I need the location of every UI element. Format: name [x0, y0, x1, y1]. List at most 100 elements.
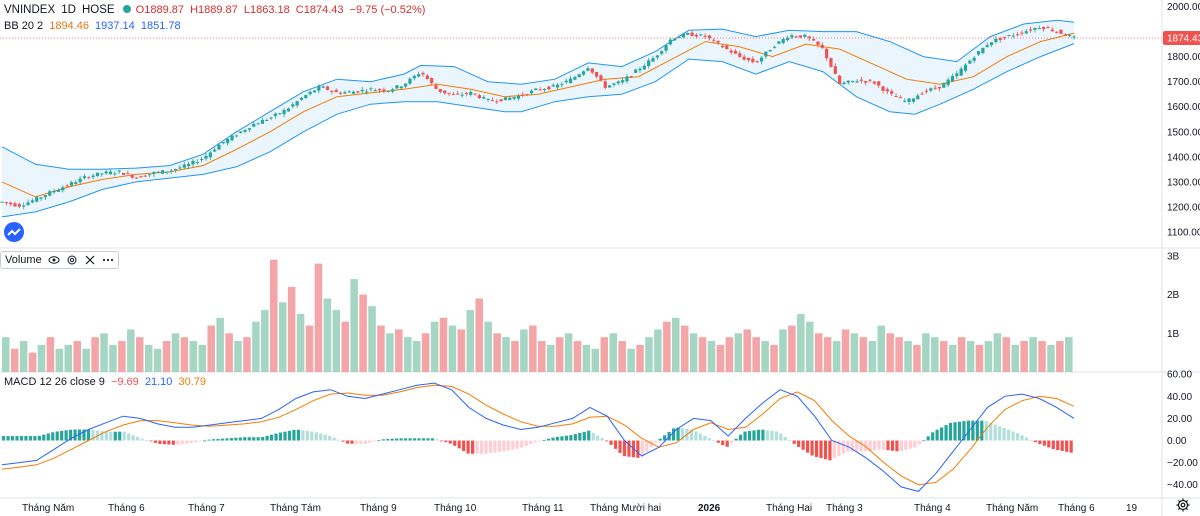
- macd-hist-bar: [712, 440, 716, 442]
- volume-bar: [430, 321, 439, 372]
- macd-hist-bar: [658, 438, 662, 441]
- macd-label: MACD 12 26 close 9: [4, 376, 105, 388]
- macd-hist-bar: [663, 435, 667, 441]
- last-price-tag: [1163, 30, 1200, 45]
- interval-label[interactable]: 1D: [61, 4, 76, 16]
- macd-hist-bar: [904, 440, 908, 450]
- symbol-label[interactable]: VNINDEX: [4, 4, 56, 16]
- candle-body: [325, 86, 330, 90]
- candle-body: [842, 82, 846, 85]
- candle-body: [61, 187, 65, 191]
- macd-hist-bar: [788, 440, 792, 442]
- candle-body: [447, 92, 451, 94]
- volume-bar: [180, 337, 189, 372]
- candle-body: [911, 98, 916, 102]
- macd-hist-bar: [600, 438, 604, 441]
- candle-body: [204, 155, 208, 159]
- candle-body: [269, 117, 273, 119]
- candle-body: [395, 85, 399, 89]
- macd-hist-bar: [185, 440, 189, 444]
- close-icon[interactable]: [84, 254, 96, 266]
- candle-body: [564, 80, 568, 83]
- candle-body: [338, 92, 343, 94]
- volume-bar: [689, 333, 698, 372]
- candle-body: [286, 108, 291, 112]
- volume-bar: [136, 337, 144, 372]
- candle-body: [933, 87, 937, 89]
- macd-hist-bar: [622, 440, 627, 457]
- time-tick-label: Tháng 7: [188, 503, 225, 514]
- candle-body: [74, 182, 78, 185]
- bb-upper-line: [1, 19, 1075, 170]
- macd-hist-bar: [801, 440, 805, 450]
- volume-bar: [904, 341, 912, 372]
- volume-bar: [511, 341, 519, 372]
- volume-bar: [868, 341, 877, 372]
- macd-hist-bar: [721, 440, 725, 446]
- macd-hist-bar: [993, 424, 997, 441]
- candle-body: [117, 170, 121, 172]
- candle-body: [147, 174, 152, 176]
- price-legend: VNINDEX 1D HOSE O1889.87 H1889.87 L1863.…: [4, 3, 428, 17]
- macd-hist-bar: [605, 440, 609, 442]
- volume-legend[interactable]: Volume: [0, 251, 119, 269]
- settings-icon[interactable]: [66, 254, 78, 266]
- volume-bar: [663, 321, 671, 372]
- candle-body: [759, 57, 764, 62]
- price-tick-label: 1600.00: [1167, 102, 1200, 113]
- candle-body: [9, 202, 13, 205]
- candle-body: [343, 92, 347, 94]
- macd-hist-bar: [140, 438, 144, 441]
- volume-bar: [109, 344, 117, 372]
- candle-body: [903, 100, 907, 102]
- macd-hist-bar: [109, 431, 113, 441]
- candle-body: [590, 68, 594, 73]
- price-tick-label: 1100.00: [1167, 227, 1200, 238]
- macd-signal-line: [1, 384, 1075, 486]
- bb-legend[interactable]: BB 20 2 1894.46 1937.14 1851.78: [4, 19, 184, 33]
- macd-hist-bar: [359, 440, 363, 444]
- macd-hist-bar: [301, 430, 305, 441]
- candle-body: [126, 173, 130, 175]
- macd-hist-bar: [328, 435, 332, 441]
- volume-bar: [859, 337, 868, 372]
- volume-bar: [314, 263, 323, 372]
- volume-bar: [1002, 337, 1011, 372]
- volume-bar: [993, 333, 1002, 372]
- volume-bar: [823, 337, 832, 372]
- gear-icon[interactable]: [1176, 498, 1190, 512]
- more-icon[interactable]: [102, 254, 114, 266]
- candle-body: [451, 94, 455, 96]
- candle-body: [143, 175, 147, 177]
- candle-body: [673, 38, 677, 41]
- candle-body: [200, 159, 204, 161]
- candle-body: [56, 189, 61, 192]
- candle-body: [295, 101, 299, 106]
- macd-hist-bar: [899, 440, 903, 451]
- time-tick-label: 19: [1126, 503, 1138, 514]
- candle-body: [187, 163, 191, 167]
- macd-hist-bar: [118, 431, 122, 441]
- volume-bar: [82, 348, 90, 372]
- macd-tick-label: 40.00: [1167, 392, 1192, 403]
- candle-body: [165, 171, 169, 173]
- candle-body: [946, 79, 950, 85]
- candle-body: [334, 89, 338, 93]
- volume-bar: [28, 352, 37, 372]
- volume-bar: [975, 344, 984, 372]
- macd-hist-bar: [395, 438, 399, 441]
- candle-body: [1002, 36, 1007, 38]
- candle-body: [660, 51, 664, 54]
- candle-body: [985, 45, 989, 48]
- tradingview-logo-icon[interactable]: [4, 222, 24, 242]
- candle-body: [751, 58, 755, 63]
- macd-legend[interactable]: MACD 12 26 close 9 −9.69 21.10 30.79: [4, 375, 209, 389]
- candle-body: [291, 104, 295, 107]
- macd-hist-bar: [926, 436, 930, 441]
- eye-icon[interactable]: [48, 254, 60, 266]
- candle-body: [868, 79, 872, 81]
- macd-hist-bar: [144, 439, 149, 441]
- volume-bar: [100, 333, 108, 372]
- volume-bar: [716, 344, 725, 372]
